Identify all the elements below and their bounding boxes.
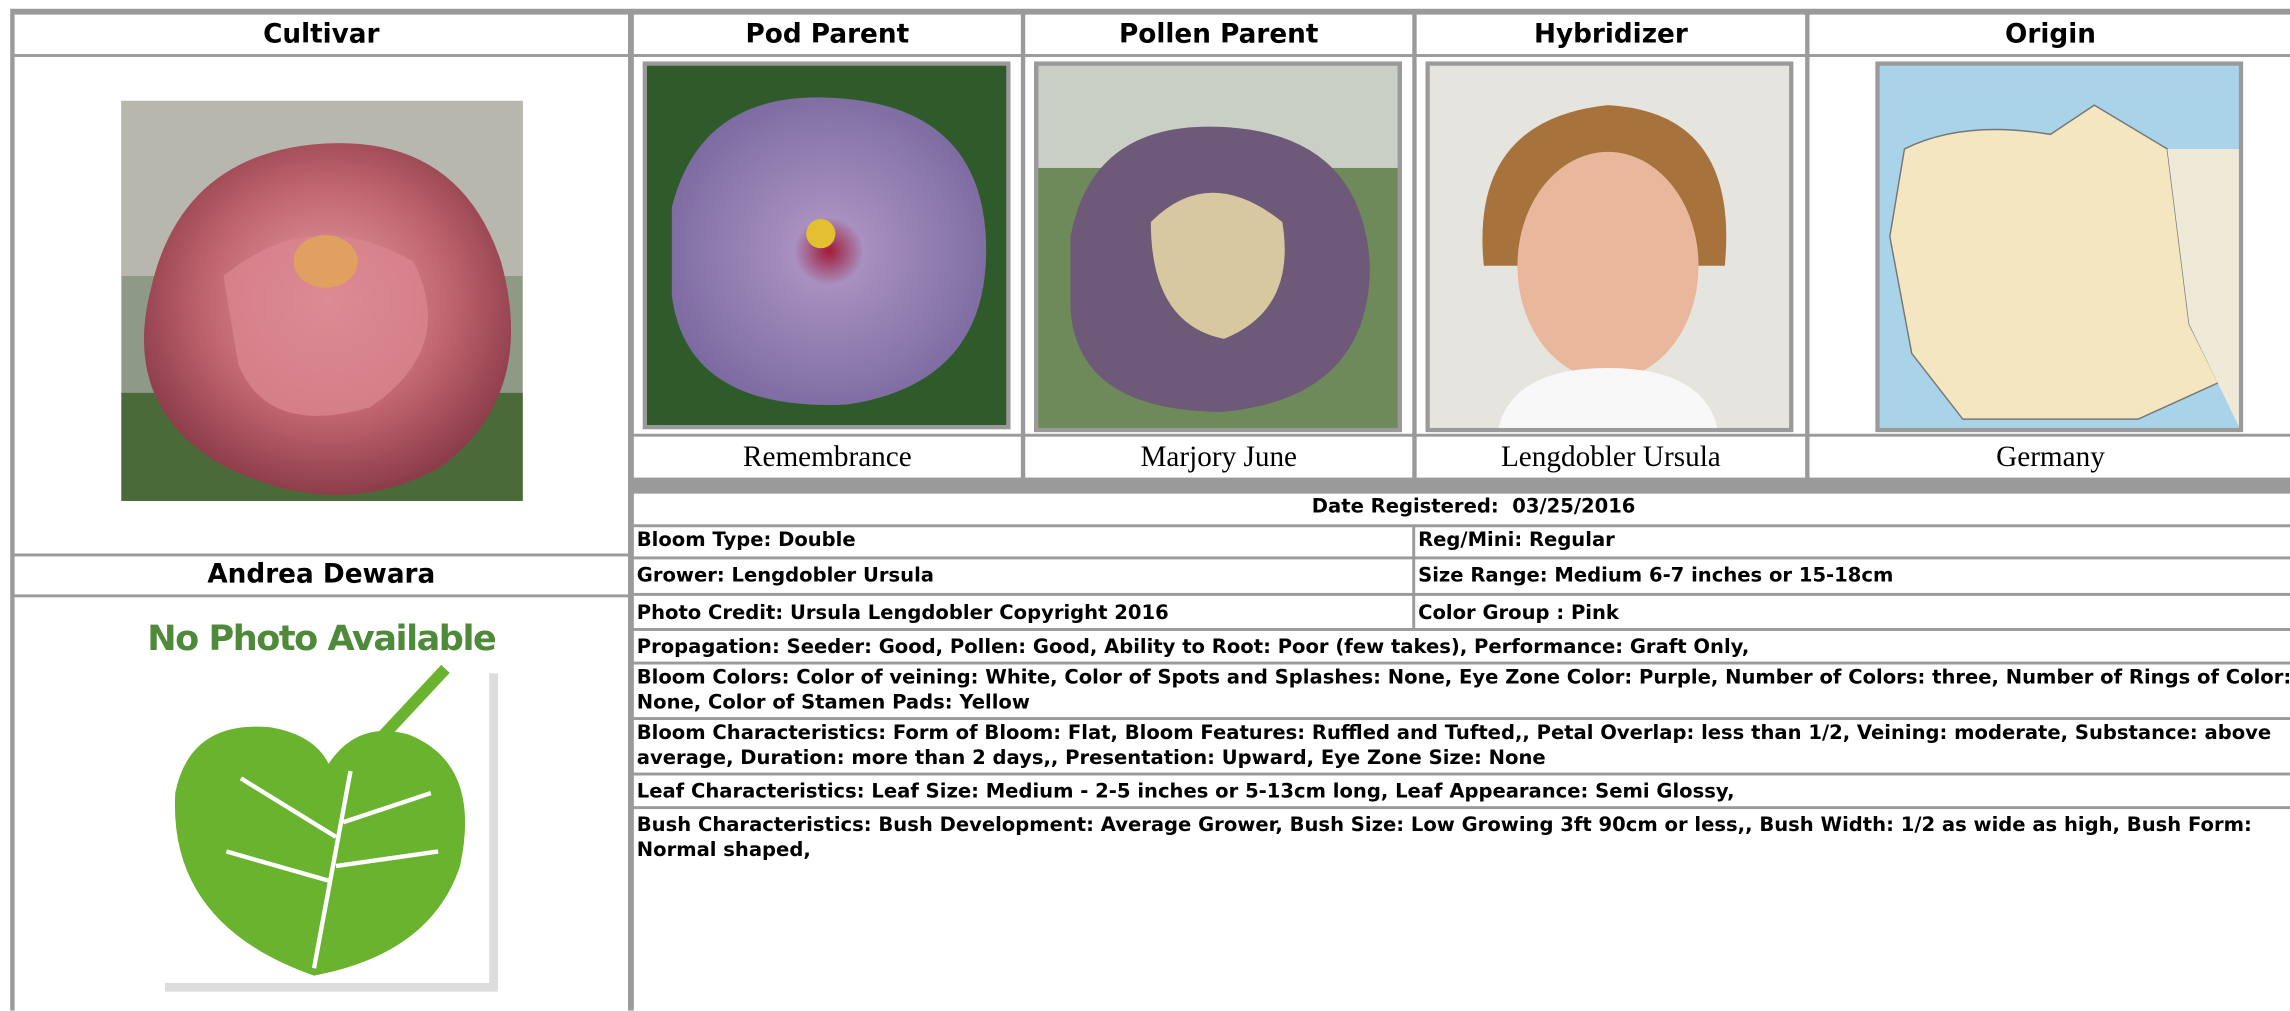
hybridizer-name: Lengdobler Ursula — [1416, 436, 1806, 478]
color-group: Color Group : Pink — [1415, 595, 2290, 628]
header-cell: Pod Parent — [633, 14, 1021, 55]
cultivar-photo — [121, 100, 523, 501]
pod-parent-photo — [642, 61, 1011, 430]
leaf-characteristics: Leaf Characteristics: Leaf Size: Medium … — [633, 775, 2290, 807]
origin-cell — [1809, 56, 2290, 434]
bush-characteristics: Bush Characteristics: Bush Development: … — [633, 809, 2290, 1011]
cultivar-photo-cell — [14, 56, 628, 554]
pod-parent-name: Remembrance — [633, 436, 1021, 478]
no-photo-text: No Photo Available — [147, 617, 497, 659]
bloom-colors: Bloom Colors: Color of veining: White, C… — [633, 664, 2290, 718]
pod-parent-cell — [633, 56, 1021, 434]
date-registered: Date Registered: 03/25/2016 — [633, 493, 2290, 525]
leaf-icon — [156, 664, 499, 992]
origin-name: Germany — [1809, 436, 2290, 478]
propagation: Propagation: Seeder: Good, Pollen: Good,… — [633, 630, 2290, 662]
reg-mini: Reg/Mini: Regular — [1415, 527, 2290, 557]
grower: Grower: Lengdobler Ursula — [633, 559, 1413, 593]
photo-credit: Photo Credit: Ursula Lengdobler Copyrigh… — [633, 595, 1413, 628]
header-cell: Pollen Parent — [1025, 14, 1413, 55]
hybridizer-photo — [1425, 61, 1794, 433]
header-cell: Hybridizer — [1416, 14, 1806, 55]
bloom-type: Bloom Type: Double — [633, 527, 1413, 557]
hybridizer-cell — [1416, 56, 1806, 434]
header-cell: Cultivar — [14, 14, 628, 55]
header-cell: Origin — [1809, 14, 2290, 55]
size-range: Size Range: Medium 6-7 inches or 15-18cm — [1415, 559, 2290, 593]
origin-map — [1875, 61, 2244, 433]
pollen-parent-cell — [1025, 56, 1413, 434]
bloom-characteristics: Bloom Characteristics: Form of Bloom: Fl… — [633, 720, 2290, 773]
pollen-parent-photo — [1034, 61, 1403, 433]
pollen-parent-name: Marjory June — [1025, 436, 1413, 478]
cultivar-name: Andrea Dewara — [14, 556, 628, 595]
no-photo-cell: No Photo Available — [14, 597, 628, 1011]
